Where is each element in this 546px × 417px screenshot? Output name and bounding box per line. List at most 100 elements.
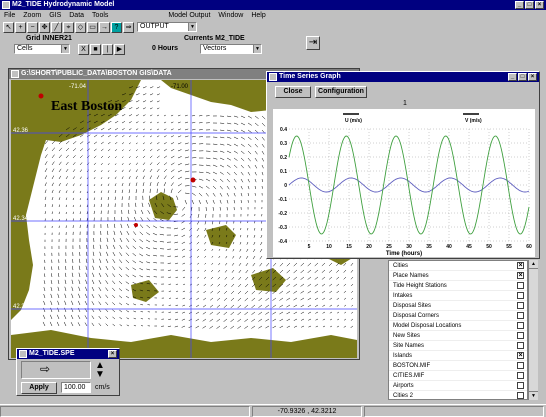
vector-arrow bbox=[63, 314, 67, 320]
output-icon[interactable]: ⇒ bbox=[123, 21, 134, 33]
speed-input[interactable]: 100.00 bbox=[61, 382, 91, 393]
vector-arrow bbox=[188, 311, 193, 314]
city-marker[interactable] bbox=[134, 223, 138, 227]
layer-row[interactable]: Airports bbox=[389, 381, 527, 391]
x-button[interactable]: X bbox=[78, 44, 89, 55]
menu-tools[interactable]: Tools bbox=[92, 11, 109, 19]
vector-arrow bbox=[177, 189, 182, 194]
layer-checkbox[interactable] bbox=[517, 362, 524, 369]
layer-label: Islands bbox=[393, 352, 413, 359]
zoom-in-tool-icon[interactable]: + bbox=[15, 21, 26, 33]
close-button[interactable]: Close bbox=[275, 86, 311, 98]
layer-row[interactable]: Cities 2 bbox=[389, 391, 527, 399]
direction-up-icon[interactable]: ▲ bbox=[95, 360, 105, 371]
layer-row[interactable]: Disposal Corners bbox=[389, 311, 527, 321]
m2-close-button[interactable]: × bbox=[108, 350, 117, 358]
m2-window-icon[interactable] bbox=[19, 350, 27, 358]
grid-type-dropdown[interactable]: Cells ▼ bbox=[14, 44, 70, 54]
vectors-dropdown[interactable]: Vectors ▼ bbox=[200, 44, 262, 54]
export-icon[interactable]: ⇥ bbox=[306, 36, 320, 50]
layer-checkbox[interactable]: × bbox=[517, 352, 524, 359]
layer-row[interactable]: Intakes bbox=[389, 291, 527, 301]
pointer-tool-icon[interactable]: ↖ bbox=[3, 21, 14, 33]
vector-arrow bbox=[244, 325, 249, 329]
vector-arrow bbox=[93, 190, 96, 194]
play-button[interactable]: ▶ bbox=[114, 44, 125, 55]
vectors-value: Vectors bbox=[203, 45, 227, 52]
chevron-down-icon[interactable]: ▼ bbox=[188, 23, 196, 31]
layer-row[interactable]: Site Names bbox=[389, 341, 527, 351]
arrow-tool-icon[interactable]: → bbox=[99, 21, 110, 33]
scroll-up-arrow-icon[interactable]: ▲ bbox=[529, 260, 538, 269]
app-icon[interactable] bbox=[2, 1, 10, 9]
layer-checkbox[interactable] bbox=[517, 282, 524, 289]
vector-arrow bbox=[181, 325, 186, 328]
step-button[interactable]: | bbox=[102, 44, 113, 55]
layer-checkbox[interactable] bbox=[517, 382, 524, 389]
menu-window[interactable]: Window bbox=[218, 11, 244, 19]
vector-arrow bbox=[265, 311, 270, 315]
layer-checkbox[interactable]: × bbox=[517, 272, 524, 279]
close-button[interactable]: × bbox=[535, 1, 544, 9]
map-window-icon[interactable] bbox=[11, 70, 19, 78]
layer-checkbox[interactable] bbox=[517, 322, 524, 329]
layer-checkbox[interactable] bbox=[517, 392, 524, 399]
menu-gis[interactable]: GIS bbox=[49, 11, 62, 19]
vector-arrow bbox=[57, 279, 60, 285]
minimize-button[interactable]: _ bbox=[515, 1, 524, 9]
menu-help[interactable]: Help bbox=[251, 11, 266, 19]
vector-arrow bbox=[237, 304, 242, 309]
vector-arrow bbox=[293, 297, 298, 301]
layer-row[interactable]: Disposal Sites bbox=[389, 301, 527, 311]
layer-checkbox[interactable] bbox=[517, 332, 524, 339]
measure-tool-icon[interactable]: ⌖ bbox=[63, 21, 74, 33]
y-tick-label: 0.4 bbox=[280, 127, 287, 133]
city-marker[interactable] bbox=[190, 177, 196, 183]
scroll-down-arrow-icon[interactable]: ▼ bbox=[529, 391, 538, 400]
direction-down-icon[interactable]: ▼ bbox=[95, 369, 105, 380]
ts-minimize-button[interactable]: _ bbox=[508, 73, 517, 81]
stop-button[interactable]: ■ bbox=[90, 44, 101, 55]
layer-checkbox[interactable] bbox=[517, 372, 524, 379]
vector-arrow bbox=[121, 128, 125, 131]
layer-row[interactable]: BOSTON.MIF bbox=[389, 361, 527, 371]
layer-row[interactable]: Place Names × bbox=[389, 271, 527, 281]
configuration-button[interactable]: Configuration bbox=[315, 86, 367, 98]
pan-tool-icon[interactable]: ✥ bbox=[39, 21, 50, 33]
ts-close-window-button[interactable]: × bbox=[528, 73, 537, 81]
city-marker[interactable] bbox=[38, 93, 44, 99]
menu-data[interactable]: Data bbox=[69, 11, 85, 19]
select-tool-icon[interactable]: ▭ bbox=[87, 21, 98, 33]
layer-row[interactable]: Islands × bbox=[389, 351, 527, 361]
layer-row[interactable]: Tide Height Stations bbox=[389, 281, 527, 291]
menu-file[interactable]: File bbox=[4, 11, 16, 19]
chevron-down-icon[interactable]: ▼ bbox=[61, 45, 69, 53]
chevron-down-icon[interactable]: ▼ bbox=[253, 45, 261, 53]
apply-button[interactable]: Apply bbox=[21, 382, 57, 394]
menu-zoom[interactable]: Zoom bbox=[23, 11, 42, 19]
layer-checkbox[interactable] bbox=[517, 292, 524, 299]
ts-window-icon[interactable] bbox=[269, 73, 277, 81]
layer-row[interactable]: Cities × bbox=[389, 261, 527, 271]
layers-scrollbar[interactable]: ▲ ▼ bbox=[528, 260, 538, 400]
maximize-button[interactable]: □ bbox=[525, 1, 534, 9]
menu-model-output[interactable]: Model Output bbox=[168, 11, 211, 19]
draw-line-tool-icon[interactable]: ╱ bbox=[51, 21, 62, 33]
layer-row[interactable]: CITIES.MIF bbox=[389, 371, 527, 381]
vector-arrow bbox=[174, 234, 179, 237]
vector-arrow bbox=[246, 248, 249, 252]
query-tool-icon[interactable]: ? bbox=[111, 21, 122, 33]
polygon-tool-icon[interactable]: ◇ bbox=[75, 21, 86, 33]
layer-checkbox[interactable] bbox=[517, 342, 524, 349]
vector-arrow bbox=[279, 297, 284, 301]
layer-row[interactable]: New Sites bbox=[389, 331, 527, 341]
layer-checkbox[interactable] bbox=[517, 302, 524, 309]
layer-checkbox[interactable]: × bbox=[517, 262, 524, 269]
layer-checkbox[interactable] bbox=[517, 312, 524, 319]
vector-arrow bbox=[100, 190, 103, 194]
output-dropdown[interactable]: OUTPUT ▼ bbox=[137, 22, 197, 32]
layer-row[interactable]: Model Disposal Locations bbox=[389, 321, 527, 331]
zoom-out-tool-icon[interactable]: − bbox=[27, 21, 38, 33]
vector-arrow bbox=[247, 227, 249, 231]
ts-maximize-button[interactable]: □ bbox=[518, 73, 527, 81]
